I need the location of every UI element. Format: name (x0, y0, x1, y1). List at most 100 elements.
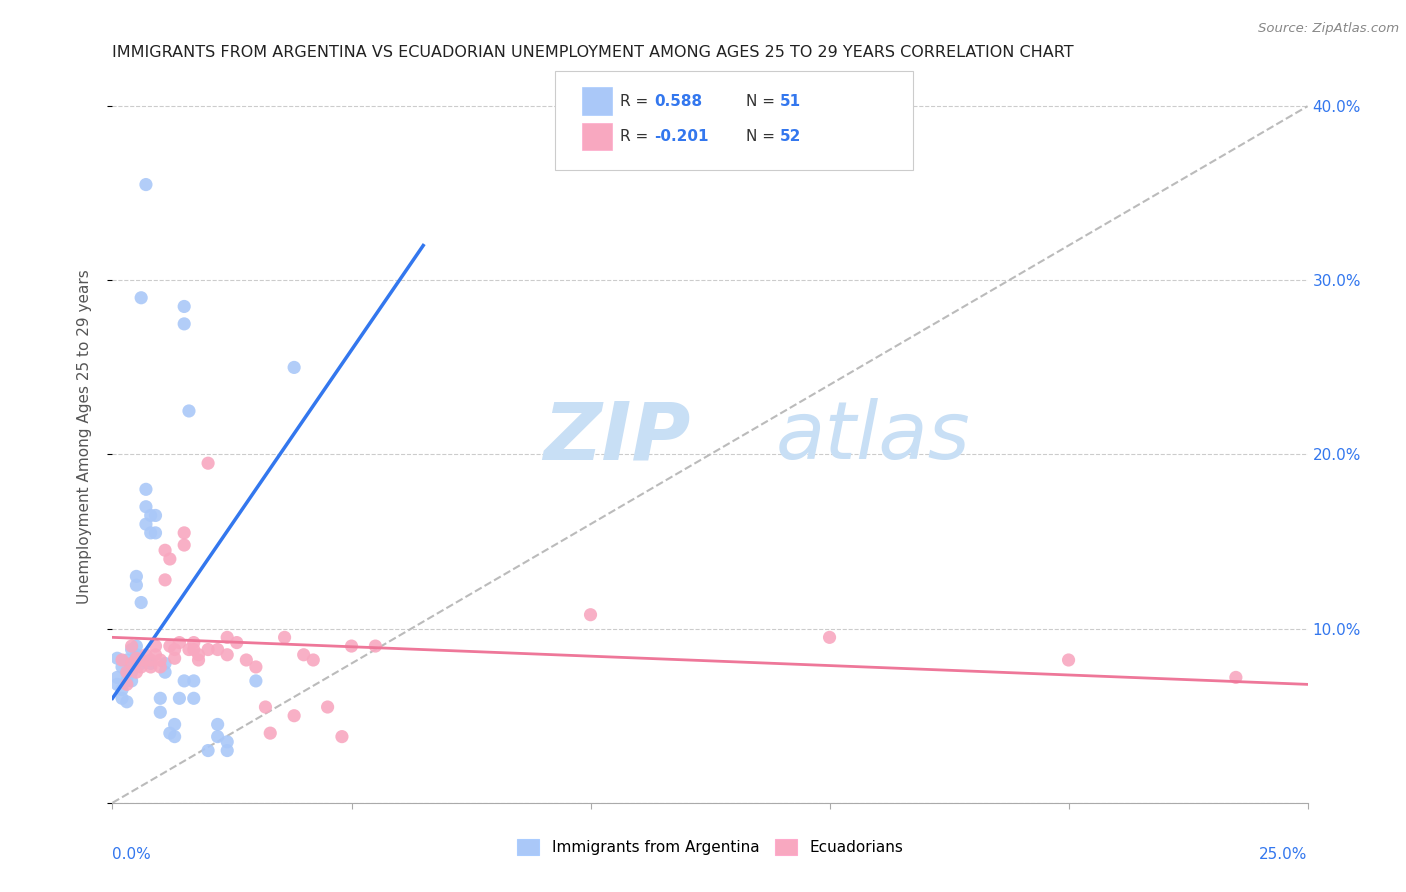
Point (115, 677, 138, 691)
Point (207, 730, 229, 744)
Point (183, 635, 205, 649)
Point (245, 673, 267, 688)
Point (145, 525, 167, 540)
Text: N =: N = (747, 129, 780, 144)
Point (177, 404, 200, 418)
Y-axis label: Unemployment Among Ages 25 to 29 years: Unemployment Among Ages 25 to 29 years (77, 269, 91, 605)
Point (330, 730, 353, 744)
Text: 51: 51 (779, 94, 800, 109)
Point (121, 642, 143, 657)
Point (145, 508, 167, 523)
Point (115, 653, 138, 667)
Point (183, 691, 205, 706)
Point (115, 665, 138, 680)
Point (273, 631, 295, 645)
Point (818, 631, 841, 645)
Point (153, 543, 176, 558)
Text: R =: R = (620, 94, 654, 109)
Point (340, 639, 363, 653)
Point (292, 648, 315, 662)
Point (125, 651, 148, 665)
Point (207, 717, 229, 731)
Text: IMMIGRANTS FROM ARGENTINA VS ECUADORIAN UNEMPLOYMENT AMONG AGES 25 TO 29 YEARS C: IMMIGRANTS FROM ARGENTINA VS ECUADORIAN … (112, 45, 1074, 61)
Point (149, 660, 172, 674)
Point (149, 705, 172, 719)
Point (217, 631, 239, 645)
Text: Source: ZipAtlas.com: Source: ZipAtlas.com (1258, 22, 1399, 36)
Text: atlas: atlas (776, 398, 970, 476)
Point (139, 657, 162, 671)
Point (169, 635, 191, 649)
FancyBboxPatch shape (582, 87, 612, 115)
Point (111, 691, 134, 706)
Point (163, 730, 186, 744)
Point (173, 673, 195, 688)
Text: ZIP: ZIP (543, 398, 690, 476)
Point (135, 500, 157, 514)
Point (197, 456, 219, 470)
Point (139, 508, 162, 523)
Point (129, 657, 152, 671)
Point (197, 743, 219, 757)
Point (111, 653, 134, 667)
Point (225, 635, 247, 649)
Point (159, 726, 181, 740)
Point (125, 665, 148, 680)
Point (197, 642, 219, 657)
Point (121, 639, 143, 653)
Point (111, 660, 134, 674)
Point (129, 291, 152, 305)
Point (177, 642, 200, 657)
Point (169, 691, 191, 706)
Point (129, 660, 152, 674)
Point (125, 639, 148, 653)
Point (105, 670, 128, 684)
Point (135, 483, 157, 497)
Point (254, 700, 277, 714)
Text: 52: 52 (779, 129, 801, 144)
Point (135, 517, 157, 532)
Point (125, 569, 148, 583)
Point (125, 648, 148, 662)
Point (111, 682, 134, 697)
Point (105, 651, 128, 665)
Point (302, 653, 325, 667)
Point (283, 708, 305, 723)
Point (163, 651, 186, 665)
Point (283, 360, 305, 375)
Text: 0.588: 0.588 (654, 94, 702, 109)
Point (139, 660, 162, 674)
Point (125, 578, 148, 592)
Text: -0.201: -0.201 (654, 129, 709, 144)
Point (163, 717, 186, 731)
Point (187, 648, 209, 662)
Point (135, 178, 157, 192)
Point (187, 653, 209, 667)
Point (121, 665, 143, 680)
Point (173, 317, 195, 331)
Point (149, 653, 172, 667)
Point (245, 660, 267, 674)
Point (135, 648, 157, 662)
Point (121, 673, 143, 688)
Point (153, 573, 176, 587)
Point (173, 525, 195, 540)
Point (129, 653, 152, 667)
Point (217, 743, 239, 757)
Point (105, 677, 128, 691)
Point (145, 639, 167, 653)
Point (115, 673, 138, 688)
Text: 0.0%: 0.0% (112, 847, 152, 862)
Text: R =: R = (620, 129, 654, 144)
Point (316, 700, 339, 714)
Point (139, 525, 162, 540)
Point (129, 595, 152, 609)
Point (235, 653, 257, 667)
Point (579, 607, 602, 622)
Point (159, 552, 181, 566)
Point (149, 691, 172, 706)
Point (173, 538, 195, 552)
Point (1057, 653, 1080, 667)
Text: N =: N = (747, 94, 780, 109)
Point (115, 665, 138, 680)
